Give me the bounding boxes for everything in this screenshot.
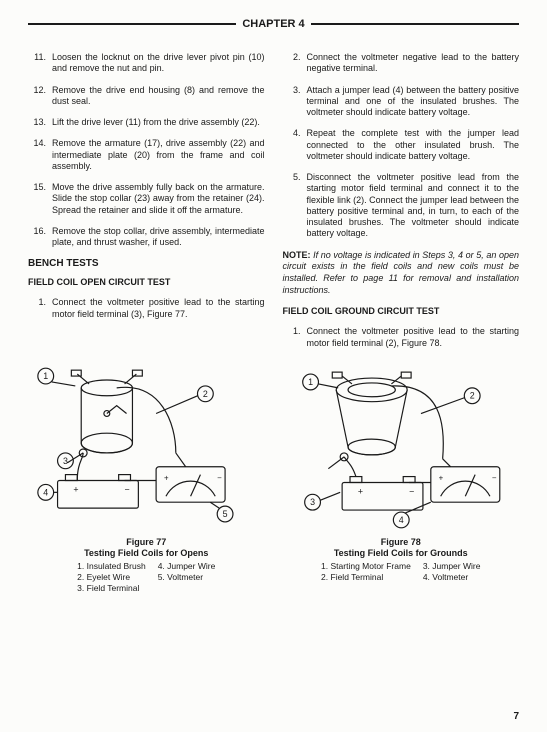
figure-77: + − + −	[28, 363, 265, 595]
callout-4: 4	[398, 515, 403, 525]
legend-item: 2. Field Terminal	[321, 572, 411, 583]
step-text: Attach a jumper lead (4) between the bat…	[307, 85, 520, 119]
step: 3.Attach a jumper lead (4) between the b…	[283, 85, 520, 119]
note-label: NOTE:	[283, 250, 311, 260]
field-coil-open-heading: FIELD COIL OPEN CIRCUIT TEST	[28, 277, 265, 287]
legend-col: 4. Jumper Wire 5. Voltmeter	[158, 561, 216, 594]
legend-col: 3. Jumper Wire 4. Voltmeter	[423, 561, 481, 583]
step-num: 11.	[28, 52, 46, 75]
svg-text:−: −	[409, 486, 414, 496]
step: 2. Connect the voltmeter negative lead to…	[283, 52, 520, 75]
step-num: 14.	[28, 138, 46, 172]
step: 5.Disconnect the voltmeter positive lead…	[283, 172, 520, 240]
step: 12. Remove the drive end housing (8) and …	[28, 85, 265, 108]
chapter-header: CHAPTER 4	[28, 18, 519, 30]
step-num: 3.	[283, 85, 301, 119]
step-text: Remove the stop collar, drive assembly, …	[52, 226, 265, 249]
rule-left	[28, 23, 236, 25]
svg-text:−: −	[491, 473, 496, 482]
right-steps: 2. Connect the voltmeter negative lead to…	[283, 52, 520, 240]
step: 4.Repeat the complete test with the jump…	[283, 128, 520, 162]
chapter-title: CHAPTER 4	[236, 18, 310, 30]
callout-1: 1	[308, 377, 313, 387]
svg-text:+: +	[357, 486, 362, 496]
svg-text:+: +	[164, 473, 169, 482]
figure-78-title: Figure 78	[283, 537, 520, 548]
step-num: 2.	[283, 52, 301, 75]
figure-77-subtitle: Testing Field Coils for Opens	[84, 548, 208, 558]
legend-item: 3. Jumper Wire	[423, 561, 481, 572]
step: 1. Connect the voltmeter positive lead to…	[283, 326, 520, 349]
page-number: 7	[513, 711, 519, 722]
left-steps: 11. Loosen the locknut on the drive lever…	[28, 52, 265, 248]
right-column: 2. Connect the voltmeter negative lead to…	[283, 52, 520, 359]
step-text: Remove the drive end housing (8) and rem…	[52, 85, 265, 108]
legend-item: 2. Eyelet Wire	[77, 572, 146, 583]
note-text: If no voltage is indicated in Steps 3, 4…	[283, 250, 520, 295]
legend-item: 1. Starting Motor Frame	[321, 561, 411, 572]
callout-3: 3	[63, 456, 68, 466]
callout-3: 3	[310, 497, 315, 507]
step-num: 1.	[283, 326, 301, 349]
figure-78-legend: 1. Starting Motor Frame 2. Field Termina…	[283, 561, 520, 583]
figure-78-svg: + − + − 1	[283, 363, 520, 533]
step: 15. Move the drive assembly fully back on…	[28, 182, 265, 216]
legend-item: 1. Insulated Brush	[77, 561, 146, 572]
step-text: Remove the armature (17), drive assembly…	[52, 138, 265, 172]
figure-77-title: Figure 77	[28, 537, 265, 548]
svg-text:+: +	[438, 473, 443, 482]
left-column: 11. Loosen the locknut on the drive lever…	[28, 52, 265, 359]
text-columns: 11. Loosen the locknut on the drive lever…	[28, 52, 519, 359]
field-coil-ground-heading: FIELD COIL GROUND CIRCUIT TEST	[283, 306, 520, 316]
step: 11. Loosen the locknut on the drive lever…	[28, 52, 265, 75]
step-text: Connect the voltmeter positive lead to t…	[307, 326, 520, 349]
figure-78: + − + − 1	[283, 363, 520, 595]
step-num: 12.	[28, 85, 46, 108]
step-num: 13.	[28, 117, 46, 128]
step-text: Loosen the locknut on the drive lever pi…	[52, 52, 265, 75]
figure-78-caption: Figure 78 Testing Field Coils for Ground…	[283, 537, 520, 560]
svg-text:−: −	[217, 473, 222, 482]
figure-row: + − + −	[28, 363, 519, 595]
step-text: Move the drive assembly fully back on th…	[52, 182, 265, 216]
legend-col: 1. Starting Motor Frame 2. Field Termina…	[321, 561, 411, 583]
step-text: Repeat the complete test with the jumper…	[307, 128, 520, 162]
legend-item: 4. Voltmeter	[423, 572, 481, 583]
step-num: 5.	[283, 172, 301, 240]
callout-2: 2	[203, 389, 208, 399]
step: 1. Connect the voltmeter positive lead to…	[28, 297, 265, 320]
legend-item: 4. Jumper Wire	[158, 561, 216, 572]
figure-77-legend: 1. Insulated Brush 2. Eyelet Wire 3. Fie…	[28, 561, 265, 594]
step-num: 4.	[283, 128, 301, 162]
legend-item: 5. Voltmeter	[158, 572, 216, 583]
step-text: Lift the drive lever (11) from the drive…	[52, 117, 265, 128]
rule-right	[311, 23, 519, 25]
ground-steps: 1. Connect the voltmeter positive lead to…	[283, 326, 520, 349]
note: NOTE: If no voltage is indicated in Step…	[283, 250, 520, 297]
step-text: Disconnect the voltmeter positive lead f…	[307, 172, 520, 240]
callout-4: 4	[43, 487, 48, 497]
callout-5: 5	[223, 509, 228, 519]
legend-col: 1. Insulated Brush 2. Eyelet Wire 3. Fie…	[77, 561, 146, 594]
step: 14. Remove the armature (17), drive assem…	[28, 138, 265, 172]
open-steps: 1. Connect the voltmeter positive lead to…	[28, 297, 265, 320]
figure-77-svg: + − + −	[28, 363, 265, 533]
step-num: 16.	[28, 226, 46, 249]
callout-1: 1	[43, 371, 48, 381]
svg-text:+: +	[73, 484, 78, 494]
legend-item: 3. Field Terminal	[77, 583, 146, 594]
figure-78-subtitle: Testing Field Coils for Grounds	[334, 548, 468, 558]
step-text: Connect the voltmeter positive lead to t…	[52, 297, 265, 320]
callout-2: 2	[469, 390, 474, 400]
step-num: 1.	[28, 297, 46, 320]
figure-77-caption: Figure 77 Testing Field Coils for Opens	[28, 537, 265, 560]
step: 13. Lift the drive lever (11) from the dr…	[28, 117, 265, 128]
bench-tests-heading: BENCH TESTS	[28, 258, 265, 269]
step: 16. Remove the stop collar, drive assembl…	[28, 226, 265, 249]
svg-text:−: −	[125, 484, 130, 494]
step-num: 15.	[28, 182, 46, 216]
step-text: Connect the voltmeter negative lead to t…	[307, 52, 520, 75]
